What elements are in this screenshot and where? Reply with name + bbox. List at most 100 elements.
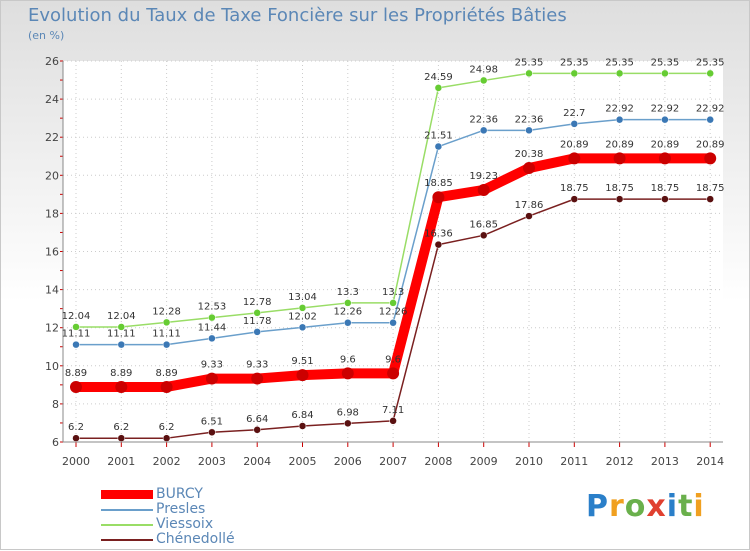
logo-letter: o — [624, 489, 647, 524]
data-label: 24.98 — [469, 64, 498, 75]
x-tick-label: 2009 — [470, 455, 498, 468]
data-label: 8.89 — [65, 368, 87, 379]
legend-item-presles: Presles — [101, 502, 341, 517]
x-tick-label: 2014 — [696, 455, 724, 468]
data-label: 11.11 — [107, 329, 136, 340]
data-label: 8.89 — [110, 368, 132, 379]
x-tick-label: 2005 — [289, 455, 317, 468]
data-point-burcy — [296, 369, 309, 382]
data-labels: 8.89 8.89 8.89 9.33 9.33 9.51 9.6 9.6 18.85 19.23… — [62, 57, 725, 433]
data-point-viessoix — [615, 69, 624, 78]
data-label: 6.2 — [113, 422, 129, 433]
data-point-chénedollé — [117, 434, 126, 442]
data-label: 17.86 — [515, 200, 544, 211]
data-point-presles — [298, 323, 307, 332]
x-tick-label: 2006 — [334, 455, 362, 468]
data-label: 11.44 — [198, 322, 227, 333]
data-label: 6.98 — [337, 407, 359, 418]
data-label: 25.35 — [605, 57, 634, 68]
data-label: 6.2 — [68, 422, 84, 433]
data-label: 22.92 — [651, 104, 680, 115]
data-label: 12.26 — [379, 307, 408, 318]
legend-swatch-presles — [101, 509, 153, 511]
data-point-burcy — [387, 367, 400, 380]
data-label: 18.75 — [605, 183, 634, 194]
data-point-burcy — [70, 380, 82, 393]
data-label: 12.53 — [198, 302, 227, 313]
x-tick-label: 2007 — [379, 455, 407, 468]
data-label: 18.85 — [424, 178, 453, 189]
x-tick-label: 2003 — [198, 455, 226, 468]
legend-item-viessoix: Viessoix — [101, 517, 341, 532]
legend-label-burcy: BURCY — [156, 486, 203, 502]
data-point-chénedollé — [72, 434, 80, 442]
legend-label-chenedolle: Chénedollé — [156, 531, 235, 547]
x-tick-label: 2013 — [651, 455, 679, 468]
data-point-chénedollé — [344, 419, 352, 428]
data-point-presles — [344, 318, 352, 327]
data-label: 22.7 — [563, 108, 585, 119]
data-point-burcy — [523, 162, 535, 175]
logo-letter: r — [609, 489, 625, 524]
data-point-viessoix — [72, 323, 80, 331]
legend-label-presles: Presles — [156, 501, 206, 517]
data-label: 6.2 — [159, 422, 175, 433]
data-point-presles — [253, 328, 261, 336]
data-label: 22.36 — [469, 114, 498, 125]
y-tick-label: 18 — [45, 207, 59, 220]
data-label: 9.51 — [291, 356, 313, 367]
data-point-viessoix — [525, 69, 533, 78]
data-point-presles — [162, 340, 171, 349]
data-point-viessoix — [298, 304, 307, 312]
data-label: 22.92 — [605, 104, 634, 115]
data-label: 11.78 — [243, 316, 272, 327]
data-point-viessoix — [344, 299, 352, 307]
logo-letter: i — [666, 489, 679, 524]
data-label: 16.36 — [424, 229, 453, 240]
x-tick-label: 2000 — [62, 455, 90, 468]
y-tick-label: 26 — [45, 55, 59, 68]
y-tick-label: 24 — [45, 93, 59, 106]
data-label: 20.89 — [696, 139, 725, 150]
data-point-burcy — [160, 380, 173, 393]
data-point-chénedollé — [570, 195, 579, 203]
data-label: 22.36 — [515, 114, 544, 125]
data-label: 9.33 — [246, 360, 268, 371]
data-point-viessoix — [208, 313, 216, 322]
legend-label-viessoix: Viessoix — [156, 516, 214, 532]
data-point-chénedollé — [389, 417, 397, 425]
data-label: 18.75 — [560, 183, 589, 194]
data-label: 20.89 — [605, 139, 634, 150]
data-point-presles — [117, 340, 126, 349]
data-label: 9.33 — [201, 360, 223, 371]
data-label: 6.51 — [201, 416, 223, 427]
data-point-viessoix — [389, 299, 397, 307]
data-point-viessoix — [253, 309, 261, 317]
data-point-burcy — [115, 380, 128, 393]
y-tick-label: 10 — [45, 360, 59, 373]
data-label: 9.6 — [385, 354, 401, 365]
data-label: 21.51 — [424, 131, 453, 142]
data-label: 20.89 — [560, 139, 589, 150]
data-point-presles — [525, 126, 533, 135]
data-point-chénedollé — [208, 428, 216, 437]
data-label: 13.04 — [288, 292, 317, 303]
data-point-burcy — [251, 372, 264, 385]
data-label: 12.78 — [243, 297, 272, 308]
data-point-chénedollé — [706, 195, 714, 203]
y-tick-label: 20 — [45, 169, 59, 182]
data-point-chénedollé — [162, 434, 171, 442]
data-label: 25.35 — [651, 57, 680, 68]
data-label: 18.75 — [696, 183, 725, 194]
data-label: 11.11 — [62, 329, 91, 340]
logo-letter: x — [646, 489, 667, 524]
data-label: 13.3 — [382, 287, 404, 298]
data-point-presles — [208, 334, 216, 343]
data-label: 12.26 — [333, 307, 362, 318]
legend-swatch-viessoix — [101, 524, 153, 526]
x-tick-label: 2011 — [560, 455, 588, 468]
data-label: 12.02 — [288, 311, 317, 322]
proxiti-logo: Proxiti — [586, 489, 705, 524]
